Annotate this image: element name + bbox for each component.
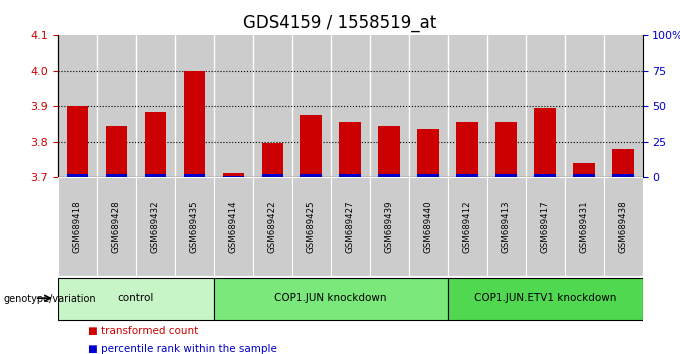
Bar bbox=[613, 174, 634, 177]
Bar bbox=[105, 174, 127, 177]
Bar bbox=[487, 177, 526, 276]
Bar bbox=[253, 177, 292, 276]
Text: GSM689413: GSM689413 bbox=[502, 200, 511, 253]
Bar bbox=[222, 176, 244, 177]
Bar bbox=[58, 278, 214, 320]
Bar bbox=[330, 177, 370, 276]
Text: control: control bbox=[118, 293, 154, 303]
Bar bbox=[604, 177, 643, 276]
Text: GSM689422: GSM689422 bbox=[268, 200, 277, 253]
Bar bbox=[534, 108, 556, 177]
Bar bbox=[447, 35, 487, 177]
Bar bbox=[301, 174, 322, 177]
Bar bbox=[184, 174, 205, 177]
Bar bbox=[339, 122, 361, 177]
Bar bbox=[145, 174, 166, 177]
Bar bbox=[526, 35, 564, 177]
Bar bbox=[105, 126, 127, 177]
Bar bbox=[409, 35, 447, 177]
Bar bbox=[292, 35, 330, 177]
Bar bbox=[379, 174, 400, 177]
Bar bbox=[447, 278, 643, 320]
Bar bbox=[534, 174, 556, 177]
Bar bbox=[214, 177, 253, 276]
Bar bbox=[262, 143, 283, 177]
Text: GSM689428: GSM689428 bbox=[112, 200, 121, 253]
Text: GSM689438: GSM689438 bbox=[619, 200, 628, 253]
Text: GSM689427: GSM689427 bbox=[345, 200, 355, 253]
Text: GSM689414: GSM689414 bbox=[228, 200, 238, 253]
Text: COP1.JUN.ETV1 knockdown: COP1.JUN.ETV1 knockdown bbox=[474, 293, 616, 303]
Bar bbox=[456, 122, 478, 177]
Bar bbox=[330, 35, 370, 177]
Bar bbox=[136, 177, 175, 276]
Bar bbox=[447, 177, 487, 276]
Bar bbox=[456, 174, 478, 177]
Bar bbox=[496, 122, 517, 177]
Bar bbox=[379, 126, 400, 177]
Text: GSM689431: GSM689431 bbox=[579, 200, 589, 253]
Bar bbox=[418, 129, 439, 177]
Bar bbox=[564, 35, 604, 177]
Text: GSM689425: GSM689425 bbox=[307, 200, 316, 253]
Text: COP1.JUN knockdown: COP1.JUN knockdown bbox=[275, 293, 387, 303]
Bar bbox=[573, 163, 595, 177]
Bar bbox=[97, 35, 136, 177]
Bar bbox=[418, 174, 439, 177]
Bar bbox=[262, 174, 283, 177]
Text: GDS4159 / 1558519_at: GDS4159 / 1558519_at bbox=[243, 14, 437, 32]
Bar bbox=[573, 174, 595, 177]
Bar bbox=[214, 35, 253, 177]
Bar bbox=[487, 35, 526, 177]
Text: GSM689440: GSM689440 bbox=[424, 200, 432, 253]
Text: GSM689432: GSM689432 bbox=[151, 200, 160, 253]
Text: ■ percentile rank within the sample: ■ percentile rank within the sample bbox=[88, 344, 277, 354]
Bar bbox=[370, 35, 409, 177]
Text: GSM689439: GSM689439 bbox=[385, 200, 394, 253]
Bar bbox=[214, 278, 447, 320]
Text: GSM689417: GSM689417 bbox=[541, 200, 549, 253]
Bar bbox=[253, 35, 292, 177]
Text: ■ transformed count: ■ transformed count bbox=[88, 326, 199, 336]
Bar bbox=[67, 106, 88, 177]
Bar bbox=[370, 177, 409, 276]
Bar bbox=[145, 112, 166, 177]
Bar bbox=[564, 177, 604, 276]
Bar bbox=[58, 177, 97, 276]
Text: genotype/variation: genotype/variation bbox=[3, 294, 96, 304]
Bar bbox=[175, 35, 214, 177]
Bar bbox=[222, 173, 244, 177]
Bar bbox=[97, 177, 136, 276]
Bar bbox=[292, 177, 330, 276]
Bar bbox=[175, 177, 214, 276]
Bar bbox=[136, 35, 175, 177]
Bar bbox=[604, 35, 643, 177]
Bar bbox=[526, 177, 564, 276]
Bar bbox=[58, 35, 97, 177]
Bar bbox=[496, 174, 517, 177]
Bar bbox=[409, 177, 447, 276]
Bar bbox=[339, 174, 361, 177]
Text: GSM689412: GSM689412 bbox=[462, 200, 472, 253]
Text: GSM689435: GSM689435 bbox=[190, 200, 199, 253]
Text: GSM689418: GSM689418 bbox=[73, 200, 82, 253]
Bar bbox=[613, 149, 634, 177]
Bar bbox=[67, 174, 88, 177]
Bar bbox=[184, 71, 205, 177]
Bar bbox=[301, 115, 322, 177]
